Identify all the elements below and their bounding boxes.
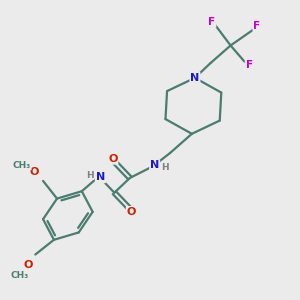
Text: CH₃: CH₃ xyxy=(13,161,31,170)
Text: N: N xyxy=(190,73,200,83)
Text: F: F xyxy=(246,60,253,70)
Text: N: N xyxy=(96,172,105,182)
Text: H: H xyxy=(86,170,94,179)
Text: O: O xyxy=(127,207,136,217)
Text: F: F xyxy=(208,17,216,27)
Text: F: F xyxy=(254,21,260,31)
Text: N: N xyxy=(150,160,159,170)
Text: O: O xyxy=(29,167,38,177)
Text: H: H xyxy=(161,163,169,172)
Text: O: O xyxy=(23,260,33,270)
Text: CH₃: CH₃ xyxy=(11,271,29,280)
Text: O: O xyxy=(108,154,118,164)
